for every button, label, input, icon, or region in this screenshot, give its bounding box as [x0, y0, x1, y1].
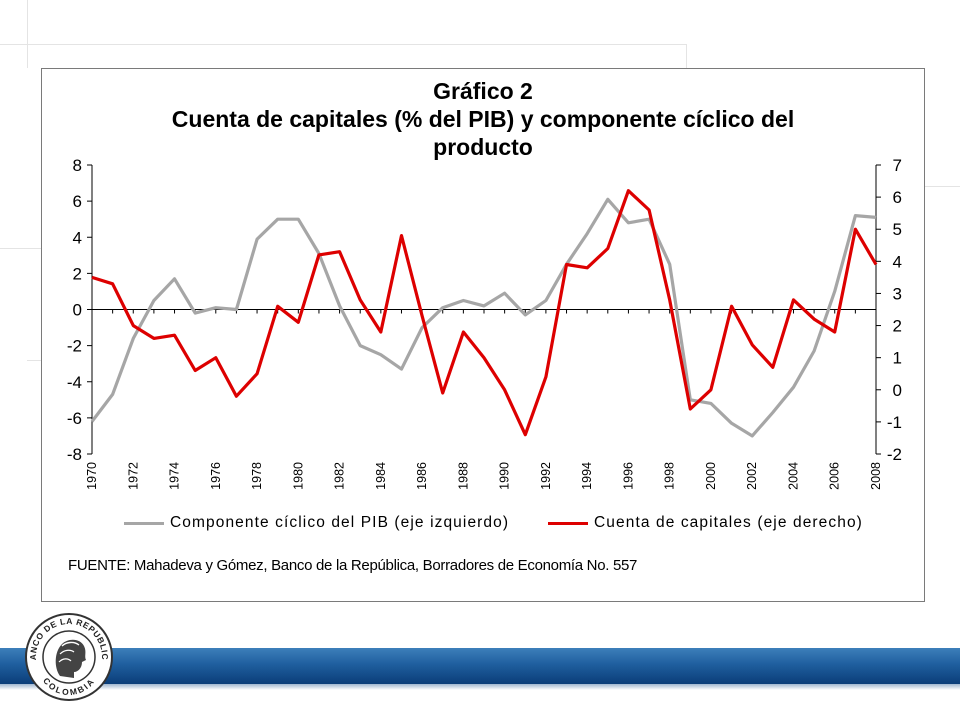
x-tick-label: 1976 [209, 462, 223, 490]
chart-frame: Gráfico 2 Cuenta de capitales (% del PIB… [41, 68, 925, 602]
x-tick-label: 1990 [498, 462, 512, 490]
x-tick-label: 1994 [580, 462, 594, 490]
series-line-componente-ciclico [90, 197, 877, 438]
x-tick-label: 1996 [621, 462, 635, 490]
right-tick-label: 5 [893, 220, 902, 239]
legend-label-red: Cuenta de capitales (eje derecho) [594, 514, 863, 531]
background-line [0, 44, 686, 45]
x-tick-label: 1988 [456, 462, 470, 490]
left-tick-label: -4 [67, 373, 82, 392]
right-tick-label: 1 [893, 349, 902, 368]
legend-swatch-red [548, 521, 588, 525]
legend-item-red: Cuenta de capitales (eje derecho) [548, 514, 863, 532]
right-tick-label: 0 [893, 381, 902, 400]
x-tick-label: 2000 [704, 462, 718, 490]
banco-de-la-republica-seal: BANCO DE LA REPUBLICA COLOMBIA [24, 612, 113, 701]
left-tick-label: -6 [67, 409, 82, 428]
legend: Componente cíclico del PIB (eje izquierd… [124, 514, 884, 536]
background-line [0, 248, 41, 249]
x-tick-label: 1998 [663, 462, 677, 490]
chart-title-line1: Gráfico 2 [433, 78, 533, 104]
background-line [27, 360, 41, 361]
source-note: FUENTE: Mahadeva y Gómez, Banco de la Re… [68, 557, 638, 574]
chart-title-line2: Cuenta de capitales (% del PIB) y compon… [171, 106, 795, 132]
x-tick-label: 2002 [745, 462, 759, 490]
x-tick-label: 1984 [374, 462, 388, 490]
x-tick-label: 1972 [126, 462, 140, 490]
series-line-cuenta-capitales [91, 189, 878, 437]
bottom-bar-shadow [0, 684, 960, 690]
left-tick-label: 6 [73, 192, 82, 211]
right-tick-label: 2 [893, 317, 902, 336]
x-tick-label: 2006 [828, 462, 842, 490]
left-tick-label: 8 [73, 156, 82, 175]
right-tick-label: 6 [893, 188, 902, 207]
x-tick-label: 1982 [333, 462, 347, 490]
right-tick-label: 4 [893, 252, 902, 271]
chart-title: Gráfico 2 Cuenta de capitales (% del PIB… [42, 77, 924, 161]
right-tick-label: -1 [887, 413, 902, 432]
left-tick-label: -8 [67, 445, 82, 464]
x-tick-label: 1970 [85, 462, 99, 490]
background-line [686, 44, 687, 68]
legend-item-grey: Componente cíclico del PIB (eje izquierd… [124, 514, 509, 532]
right-tick-label: -2 [887, 445, 902, 464]
right-tick-label: 7 [893, 156, 902, 175]
right-tick-label: 3 [893, 284, 902, 303]
legend-swatch-grey [124, 521, 164, 525]
left-tick-label: 2 [73, 264, 82, 283]
left-tick-label: -2 [67, 337, 82, 356]
x-tick-label: 1978 [250, 462, 264, 490]
left-tick-label: 4 [73, 228, 82, 247]
x-tick-label: 1992 [539, 462, 553, 490]
line-chart: 8 6 4 2 0 -2 -4 -6 -8 7 6 5 4 3 2 1 0 -1 -2 1970 1972 1974 197… [67, 156, 902, 490]
bottom-bar [0, 648, 960, 684]
x-tick-label: 2004 [786, 462, 800, 490]
x-tick-label: 1980 [291, 462, 305, 490]
x-tick-label: 2008 [869, 462, 883, 490]
chart-title-line3: producto [433, 134, 533, 160]
left-tick-label: 0 [73, 301, 82, 320]
x-tick-label: 1974 [168, 462, 182, 490]
background-line [27, 0, 28, 68]
legend-label-grey: Componente cíclico del PIB (eje izquierd… [170, 514, 510, 531]
background-line [923, 186, 960, 187]
x-tick-label: 1986 [415, 462, 429, 490]
